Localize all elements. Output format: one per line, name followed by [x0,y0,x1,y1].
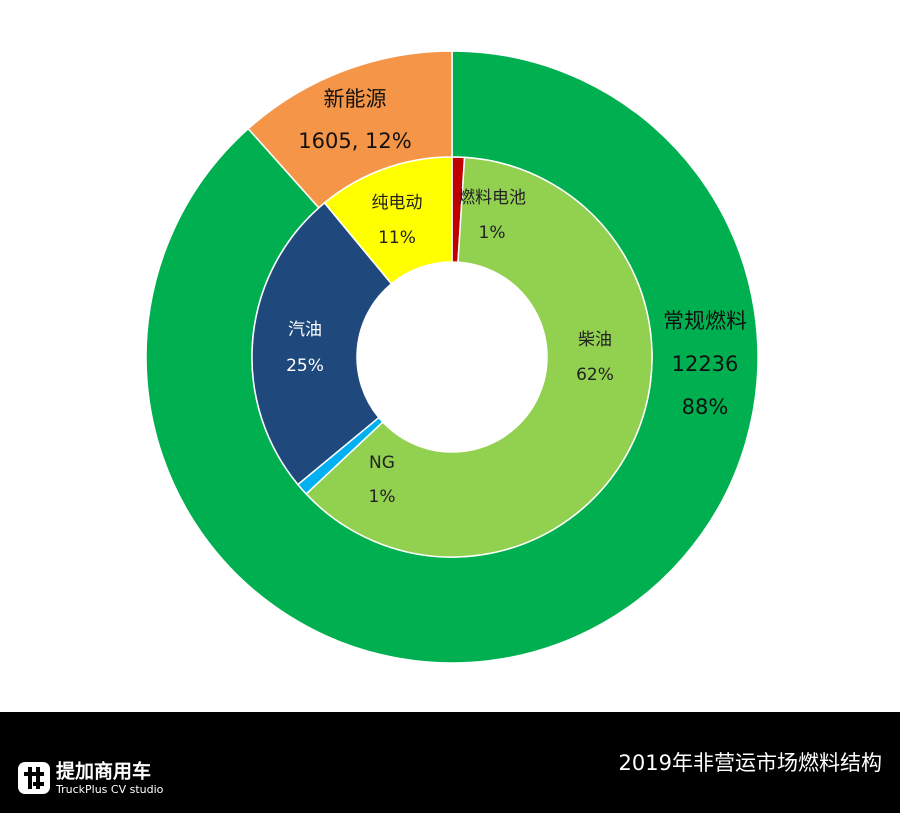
inner-slice [305,156,653,558]
inner-category-label: NG [369,453,395,473]
inner-category-label: 汽油 [288,320,322,340]
inner-slice [323,156,453,285]
inner-category-label: 纯电动 [372,193,423,213]
inner-value-label: 25% [286,356,324,376]
logo-icon [18,762,50,794]
inner-category-label: 柴油 [578,330,612,350]
inner-category-label: 燃料电池 [458,188,526,208]
inner-value-label: 11% [378,228,416,248]
outer-value-label: 12236 [672,352,739,376]
footer-bar [0,712,900,813]
outer-value-label: 1605, 12% [298,129,411,153]
outer-category-label: 常规燃料 [663,309,747,333]
outer-category-label: 新能源 [324,87,387,111]
chart-title: 2019年非营运市场燃料结构 [619,751,882,775]
inner-slice [251,201,393,486]
outer-percent-label: 88% [682,395,729,419]
brand-tagline: TruckPlus CV studio [55,783,164,796]
inner-value-label: 1% [369,487,396,507]
brand-name: 提加商用车 [56,760,151,783]
inner-value-label: 62% [576,365,614,385]
inner-value-label: 1% [479,223,506,243]
